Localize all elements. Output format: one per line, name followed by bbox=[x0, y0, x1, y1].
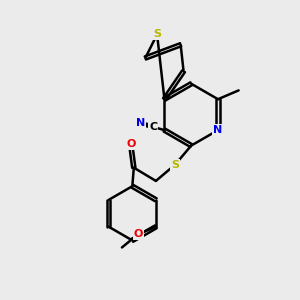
Text: S: S bbox=[171, 160, 179, 170]
Text: N: N bbox=[136, 118, 146, 128]
Text: O: O bbox=[134, 229, 143, 239]
Text: S: S bbox=[153, 29, 161, 39]
Text: O: O bbox=[126, 139, 136, 149]
Text: C: C bbox=[149, 122, 157, 132]
Text: N: N bbox=[213, 125, 223, 135]
